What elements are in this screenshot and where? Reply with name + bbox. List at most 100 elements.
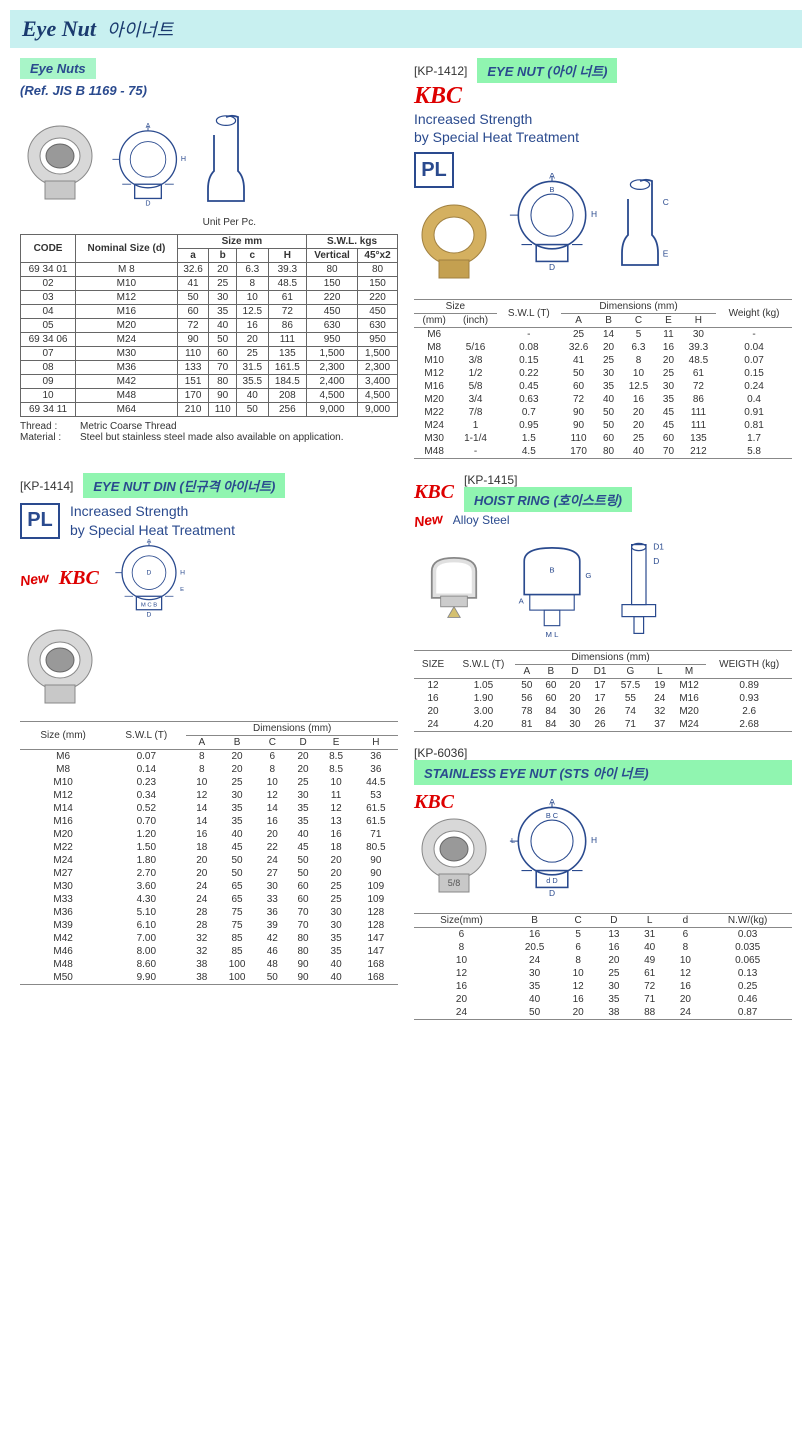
table-row: 1635123072160.25 bbox=[414, 980, 792, 993]
table-row: M103/80.15412582048.50.07 bbox=[414, 354, 792, 367]
table-row: M120.34123012301153 bbox=[20, 789, 398, 802]
strength-note: Increased Strengthby Special Heat Treatm… bbox=[414, 110, 792, 146]
brand-logo: KBC bbox=[414, 791, 494, 814]
table-row: 2450203888240.87 bbox=[414, 1006, 792, 1020]
diagram: B C L d D bbox=[502, 799, 602, 899]
product-code: [KP-1415] bbox=[464, 473, 632, 487]
table-row: 820.56164080.035 bbox=[414, 941, 792, 954]
table-row: M165/80.45603512.530720.24 bbox=[414, 380, 792, 393]
strength-note: Increased Strengthby Special Heat Treatm… bbox=[70, 502, 235, 538]
table-row: 161.90566020175524M160.93 bbox=[414, 692, 792, 705]
table-row: M203/40.6372401635860.4 bbox=[414, 393, 792, 406]
table-row: 6165133160.03 bbox=[414, 928, 792, 942]
svg-text:D: D bbox=[653, 556, 659, 566]
table-row: M303.602465306025109 bbox=[20, 880, 398, 893]
svg-text:E: E bbox=[180, 587, 184, 593]
table-row: 244.20818430267137M242.68 bbox=[414, 718, 792, 732]
sec4-table: SIZE S.W.L (T) Dimensions (mm) WEIGTH (k… bbox=[414, 650, 792, 732]
table-row: 07M3011060251351,5001,500 bbox=[21, 347, 398, 361]
sec3-table: Size (mm) S.W.L (T) Dimensions (mm) AB C… bbox=[20, 721, 398, 985]
table-row: M488.6038100489040168 bbox=[20, 958, 398, 971]
hoist-ring-photo bbox=[414, 544, 494, 634]
svg-text:D1: D1 bbox=[653, 542, 664, 552]
table-row: M334.302465336025109 bbox=[20, 893, 398, 906]
sec2-table: Size S.W.L (T) Dimensions (mm) Weight (k… bbox=[414, 299, 792, 459]
table-row: 10M4817090402084,5004,500 bbox=[21, 389, 398, 403]
section-kp1412: [KP-1412] EYE NUT (아이 너트) KBC Increased … bbox=[414, 58, 792, 459]
svg-text:d D: d D bbox=[546, 877, 557, 886]
table-row: M201.20164020401671 bbox=[20, 828, 398, 841]
section-eye-nuts: Eye Nuts (Ref. JIS B 1169 - 75) Unit Per… bbox=[20, 58, 398, 459]
page-title: Eye Nut bbox=[22, 16, 96, 41]
table-row: M272.70205027502090 bbox=[20, 867, 398, 880]
svg-text:B: B bbox=[550, 185, 555, 194]
table-row: M121/20.2250301025610.15 bbox=[414, 367, 792, 380]
svg-text:E: E bbox=[663, 248, 669, 258]
svg-text:D: D bbox=[146, 569, 151, 576]
new-badge: New bbox=[413, 510, 444, 530]
brand-logo: KBC bbox=[59, 567, 99, 590]
table-row: 09M421518035.5184.52,4003,400 bbox=[21, 375, 398, 389]
table-row: 02M104125848.5150150 bbox=[21, 277, 398, 291]
svg-text:B C: B C bbox=[546, 811, 559, 820]
table-row: 102482049100.065 bbox=[414, 954, 792, 967]
svg-text:G: G bbox=[585, 571, 591, 580]
table-row: 04M16603512.572450450 bbox=[21, 305, 398, 319]
section-label: Eye Nuts bbox=[20, 58, 96, 79]
pl-badge: PL bbox=[20, 503, 60, 539]
table-row: M365.102875367030128 bbox=[20, 906, 398, 919]
svg-text:C: C bbox=[663, 197, 669, 207]
section-kp1414: [KP-1414] EYE NUT DIN (딘규격 아이너트) PL Incr… bbox=[20, 473, 398, 1020]
table-row: M2410.95905020451110.81 bbox=[414, 419, 792, 432]
page-title-bar: Eye Nut 아이너트 bbox=[10, 10, 802, 48]
table-row: M227/80.7905020451110.91 bbox=[414, 406, 792, 419]
table-row: M85/160.0832.6206.31639.30.04 bbox=[414, 341, 792, 354]
table-row: M100.23102510251044.5 bbox=[20, 776, 398, 789]
brand-logo: KBC bbox=[414, 481, 454, 504]
section-label: STAINLESS EYE NUT (STS 아이 너트) bbox=[414, 760, 792, 785]
product-code: [KP-1414] bbox=[20, 479, 73, 493]
table-row: 69 34 11M64210110502569,0009,000 bbox=[21, 403, 398, 417]
table-row: M509.9038100509040168 bbox=[20, 971, 398, 985]
section-label: HOIST RING (호이스트링) bbox=[464, 487, 632, 512]
section-label: EYE NUT DIN (딘규격 아이너트) bbox=[83, 473, 285, 498]
eye-nut-silver bbox=[20, 625, 100, 715]
sec1-notes: Thread :Metric Coarse Thread Material :S… bbox=[20, 421, 398, 443]
table-row: M221.50184522451880.5 bbox=[20, 841, 398, 854]
page-title-sub: 아이너트 bbox=[107, 20, 173, 40]
new-badge: New bbox=[19, 569, 50, 589]
table-row: M396.102875397030128 bbox=[20, 919, 398, 932]
eye-nut-gold bbox=[414, 200, 494, 290]
pl-badge: PL bbox=[414, 152, 454, 188]
brand-logo: KBC bbox=[414, 83, 792, 110]
sec1-table: CODE Nominal Size (d) Size mm S.W.L. kgs… bbox=[20, 234, 398, 417]
eye-nut-diagram-side bbox=[196, 104, 256, 214]
eye-nut-diagram-front bbox=[108, 121, 188, 211]
svg-text:L: L bbox=[511, 837, 515, 846]
table-row: 69 34 06M24905020111950950 bbox=[21, 333, 398, 347]
hoist-diagram-side: D1 D bbox=[610, 534, 670, 644]
table-row: M80.148208208.536 bbox=[20, 763, 398, 776]
table-row: 2040163571200.46 bbox=[414, 993, 792, 1006]
product-code: [KP-1412] bbox=[414, 64, 467, 78]
svg-text:B: B bbox=[549, 566, 554, 575]
table-row: 121.055060201757.519M120.89 bbox=[414, 679, 792, 693]
diagram-front: D E M C B bbox=[109, 539, 189, 619]
svg-text:A: A bbox=[519, 597, 525, 606]
diagram-front: B bbox=[502, 173, 602, 273]
table-row: 203.00788430267432M202.6 bbox=[414, 705, 792, 718]
table-row: M301-1/41.51106025601351.7 bbox=[414, 432, 792, 445]
section-kp6036: [KP-6036] STAINLESS EYE NUT (STS 아이 너트) … bbox=[414, 746, 792, 1020]
table-row: 1230102561120.13 bbox=[414, 967, 792, 980]
unit-label: Unit Per Pc. bbox=[196, 217, 256, 228]
table-row: M427.003285428035147 bbox=[20, 932, 398, 945]
diagram-side: C E bbox=[610, 168, 670, 278]
hoist-diagram-front: B A G M L bbox=[502, 539, 602, 639]
svg-text:M C B: M C B bbox=[141, 602, 157, 608]
stainless-eye-nut: 5/8 bbox=[414, 814, 494, 904]
reference-standard: (Ref. JIS B 1169 - 75) bbox=[20, 83, 398, 98]
table-row: 08M361337031.5161.52,3002,300 bbox=[21, 361, 398, 375]
section-label: EYE NUT (아이 너트) bbox=[477, 58, 617, 83]
table-row: M160.70143516351361.5 bbox=[20, 815, 398, 828]
table-row: 05M2072401686630630 bbox=[21, 319, 398, 333]
